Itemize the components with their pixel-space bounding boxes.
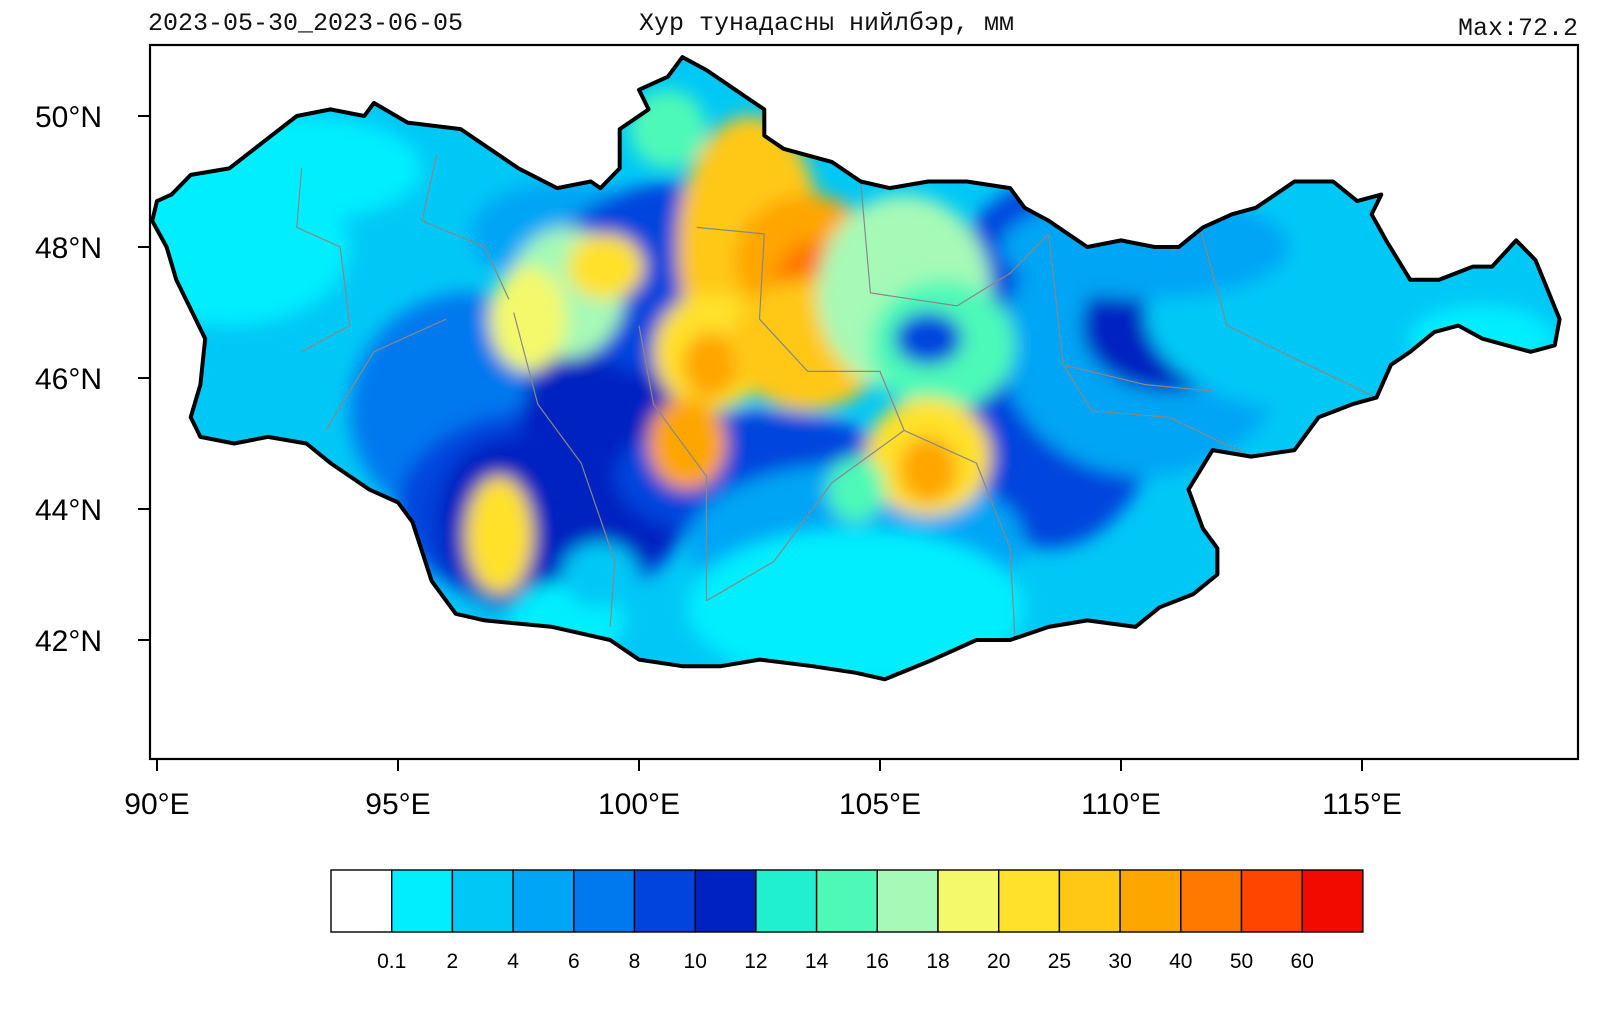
precip-blob [827,456,885,523]
x-tick-label: 115°E [1322,788,1402,821]
colorbar-level-label: 40 [1169,950,1192,973]
max-value-label: Max:72.2 [1458,14,1578,43]
x-tick-label: 95°E [365,788,430,821]
y-tick-label: 44°N [35,494,102,527]
precip-blob [566,233,644,300]
colorbar-swatch [330,869,393,933]
province-border [1063,364,1213,392]
precipitation-field [152,57,1560,680]
colorbar-level-label: 16 [866,950,889,973]
precip-blob [899,436,958,503]
precip-blob [489,266,567,372]
y-tick-label: 48°N [35,232,102,265]
province-border [706,429,905,602]
colorbar-swatch [573,869,636,933]
province-border [325,318,447,431]
colorbar-level-label: 20 [987,950,1010,973]
colorbar-level-label: 30 [1108,950,1131,973]
colorbar-swatch [876,869,939,933]
mongolia-border [150,55,1562,682]
colorbar-swatch [391,869,454,933]
colorbar-swatch [1058,869,1121,933]
colorbar-swatch [755,869,818,933]
colorbar-level-label: 25 [1048,950,1071,973]
colorbar-swatch [1240,869,1303,933]
province-border [296,168,351,353]
colorbar-level-label: 4 [507,950,519,973]
y-tick-label: 50°N [35,101,102,134]
map-title: Хур тунадасны нийлбэр, мм [639,9,1014,38]
colorbar-swatch [937,869,1000,933]
colorbar-swatch [694,869,757,933]
precip-blob [682,332,741,398]
precip-blob [894,312,962,365]
precip-blob [687,528,1025,680]
province-border [513,312,616,627]
province-borders [296,155,1377,641]
province-border [1197,220,1377,399]
colorbar-level-label: 60 [1291,950,1314,973]
province-border [860,181,1050,307]
y-tick-label: 46°N [35,363,102,396]
colorbar-level-label: 50 [1230,950,1253,973]
colorbar-swatch [633,869,696,933]
x-tick-label: 105°E [839,788,921,821]
colorbar-level-label: 14 [805,950,829,973]
province-border [638,325,708,601]
colorbar-level-label: 6 [568,950,580,973]
province-border [421,155,510,300]
province-border [1048,233,1252,458]
colorbar: 0.1 2 4 6 8 10 12 14 16 18 20 25 30 40 50 60 [330,869,1364,973]
colorbar-level-label: 12 [744,950,767,973]
date-range-label: 2023-05-30_2023-06-05 [148,9,463,38]
colorbar-level-label: 0.1 [377,950,406,973]
province-border [696,226,1016,641]
x-tick-label: 90°E [124,788,189,821]
colorbar-swatch [1119,869,1182,933]
colorbar-swatch [1180,869,1243,933]
colorbar-swatch [451,869,514,933]
x-tick-label: 100°E [598,788,680,821]
colorbar-swatch [1301,869,1364,933]
precip-blob [648,397,726,490]
colorbar-level-label: 18 [926,950,949,973]
colorbar-swatch [512,869,575,933]
colorbar-level-label: 2 [447,950,459,973]
colorbar-level-label: 8 [629,950,641,973]
x-tick-label: 110°E [1081,788,1161,821]
colorbar-level-label: 10 [684,950,707,973]
precip-blob [561,541,640,608]
y-axis: 50°N 48°N 46°N 44°N 42°N [35,101,150,658]
precip-blob [465,476,533,595]
colorbar-swatch [815,869,878,933]
x-axis: 90°E 95°E 100°E 105°E 110°E 115°E [124,759,1402,821]
colorbar-swatch [998,869,1061,933]
y-tick-label: 42°N [35,625,102,658]
